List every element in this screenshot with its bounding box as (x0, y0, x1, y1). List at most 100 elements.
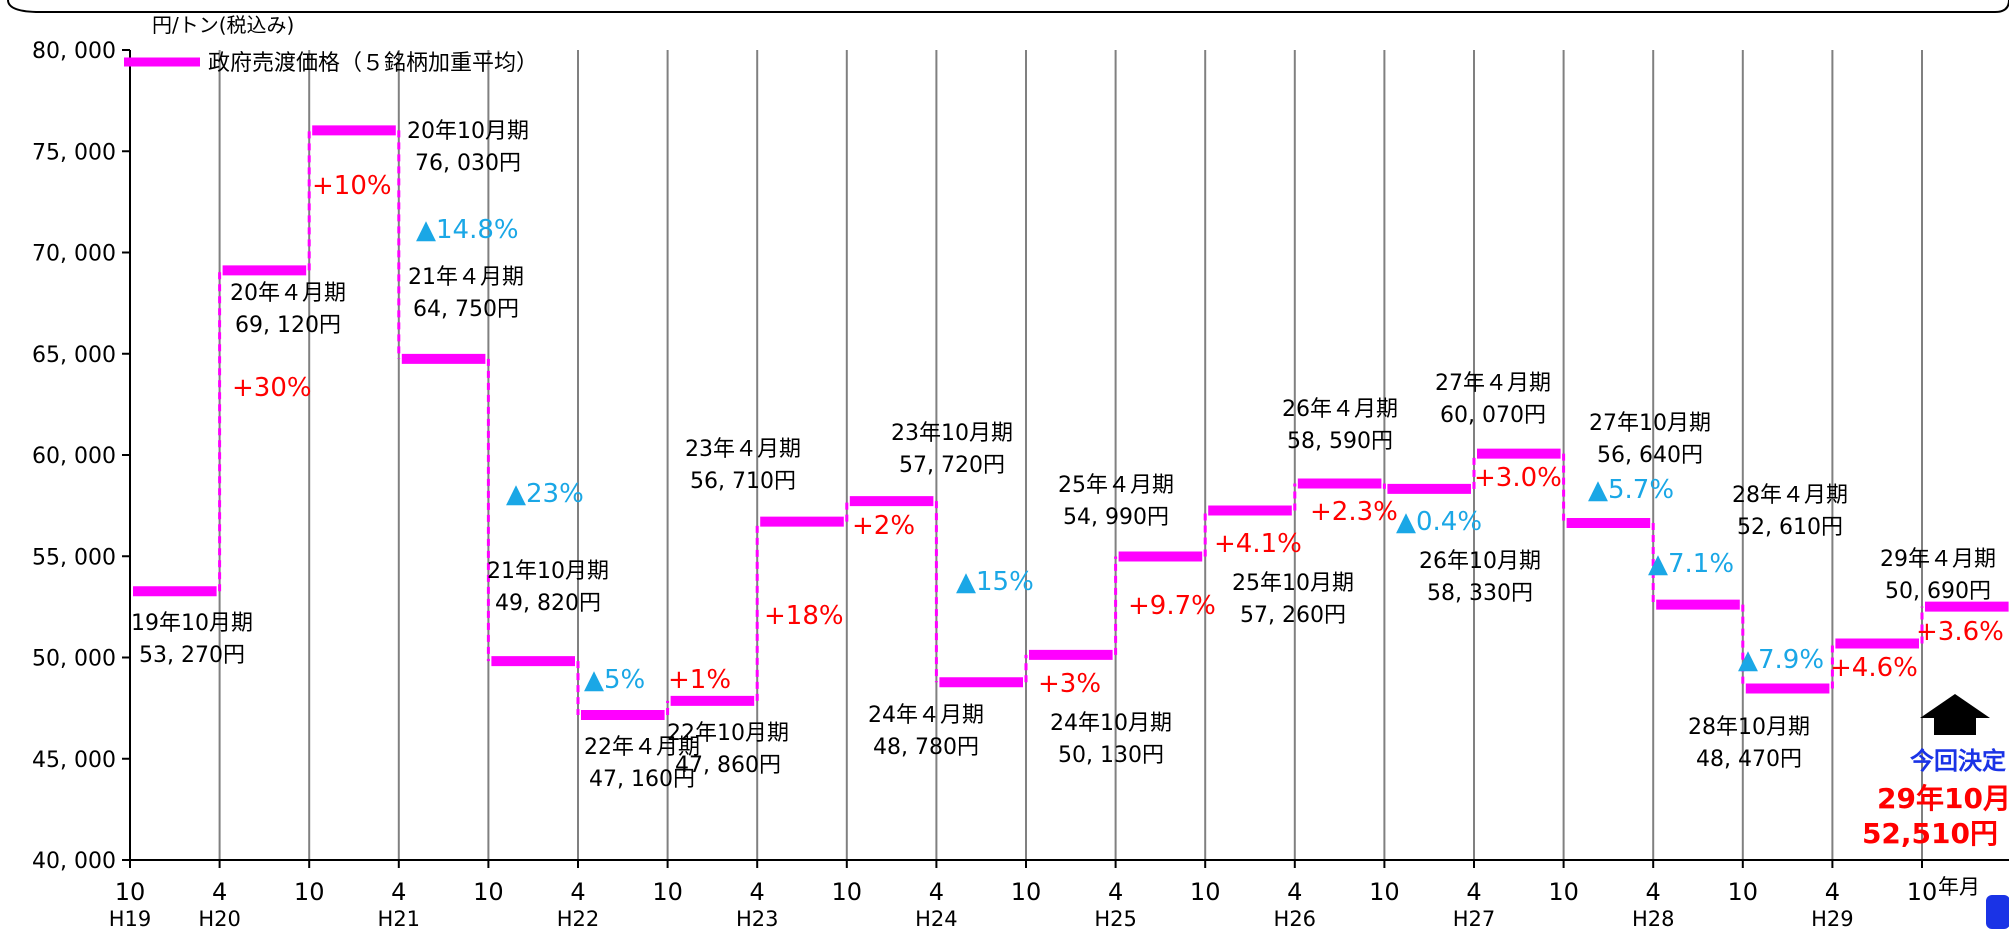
period-price: 48, 780円 (873, 735, 979, 760)
x-tick-label: 4 (1825, 878, 1840, 906)
change-label: +3% (1038, 669, 1101, 699)
y-tick-label: 50, 000 (32, 647, 116, 672)
x-tick-label: 4 (1108, 878, 1123, 906)
x-tick-label: 10 (652, 878, 683, 906)
change-label: +18% (764, 601, 844, 631)
x-tick-label: 10 (1907, 878, 1938, 906)
x-year-label: H25 (1094, 907, 1137, 929)
period-price: 54, 990円 (1063, 505, 1169, 530)
period-label: 20年４月期 (230, 281, 346, 306)
x-tick-label: 10 (832, 878, 863, 906)
period-price: 76, 030円 (415, 151, 521, 176)
period-label: 28年10月期 (1688, 715, 1810, 740)
unit-label: 円/トン(税込み) (152, 13, 294, 37)
period-price: 58, 330円 (1427, 581, 1533, 606)
period-label: 25年10月期 (1232, 571, 1354, 596)
period-price: 49, 820円 (495, 591, 601, 616)
x-tick-label: 10 (1369, 878, 1400, 906)
change-label: +9.7% (1128, 591, 1216, 621)
highlight-line2: 29年10月期 (1877, 782, 2009, 815)
period-label: 26年10月期 (1419, 549, 1541, 574)
price-series (133, 125, 2009, 721)
highlight-arrow-icon (1920, 694, 1990, 735)
period-price: 58, 590円 (1287, 429, 1393, 454)
change-label: +2.3% (1310, 497, 1398, 527)
period-label: 26年４月期 (1282, 397, 1398, 422)
y-tick-label: 45, 000 (32, 748, 116, 773)
highlight-line1: 今回決定 (1910, 747, 2006, 775)
change-label: +2% (852, 511, 915, 541)
x-year-label: H22 (557, 907, 600, 929)
period-label: 21年10月期 (487, 559, 609, 584)
y-axis-ticks: 80, 000 75, 000 70, 000 65, 000 60, 000 55, 0… (32, 39, 130, 874)
frame-border (7, 0, 2009, 13)
change-label: ▲5.7% (1588, 475, 1674, 505)
y-tick-label: 55, 000 (32, 545, 116, 570)
x-year-label: H20 (198, 907, 241, 929)
period-label: 22年10月期 (667, 721, 789, 746)
change-labels: +30% +10% ▲14.8% ▲23% ▲5% +1% +18% +2% ▲15% +3% +9… (232, 171, 2004, 699)
period-label: 29年４月期 (1880, 547, 1996, 572)
period-price: 47, 160円 (589, 767, 695, 792)
x-year-label: H19 (109, 907, 152, 929)
x-axis-suffix: 年月 (1938, 875, 1980, 899)
x-year-label: H23 (736, 907, 779, 929)
period-label: 28年４月期 (1732, 483, 1848, 508)
change-label: ▲5% (584, 665, 645, 695)
y-tick-label: 80, 000 (32, 39, 116, 64)
x-tick-label: 4 (1287, 878, 1302, 906)
y-tick-label: 65, 000 (32, 343, 116, 368)
period-price: 56, 640円 (1597, 443, 1703, 468)
period-price: 50, 690円 (1885, 579, 1991, 604)
period-label: 27年10月期 (1589, 411, 1711, 436)
period-label: 24年４月期 (868, 703, 984, 728)
x-tick-label: 4 (212, 878, 227, 906)
x-tick-label: 10 (115, 878, 146, 906)
change-label: +30% (232, 373, 312, 403)
period-price: 56, 710円 (690, 469, 796, 494)
y-tick-label: 40, 000 (32, 849, 116, 874)
x-tick-label: 10 (1548, 878, 1579, 906)
period-labels: 19年10月期 53, 270円 20年４月期 69, 120円 20年10月期 76, … (131, 119, 1996, 792)
period-price: 50, 130円 (1058, 743, 1164, 768)
x-year-label: H27 (1453, 907, 1496, 929)
change-label: +4.6% (1830, 653, 1918, 683)
x-tick-label: 4 (929, 878, 944, 906)
change-label: +3.6% (1916, 617, 2004, 647)
x-tick-label: 4 (570, 878, 585, 906)
period-label: 27年４月期 (1435, 371, 1551, 396)
change-label: ▲0.4% (1396, 507, 1482, 537)
x-year-label: H29 (1811, 907, 1854, 929)
x-tick-label: 10 (473, 878, 504, 906)
x-year-label: H21 (378, 907, 421, 929)
x-tick-label: 4 (750, 878, 765, 906)
change-label: ▲23% (506, 479, 584, 509)
period-price: 64, 750円 (413, 297, 519, 322)
change-label: +4.1% (1214, 529, 1302, 559)
y-tick-label: 60, 000 (32, 444, 116, 469)
corner-badge (1986, 895, 2009, 929)
change-label: +10% (312, 171, 392, 201)
change-label: +3.0% (1474, 463, 1562, 493)
y-tick-label: 70, 000 (32, 242, 116, 267)
x-tick-label: 4 (1466, 878, 1481, 906)
period-price: 69, 120円 (235, 313, 341, 338)
period-price: 57, 720円 (899, 453, 1005, 478)
period-label: 23年４月期 (685, 437, 801, 462)
period-label: 19年10月期 (131, 611, 253, 636)
x-tick-label: 4 (1646, 878, 1661, 906)
period-label: 23年10月期 (891, 421, 1013, 446)
highlight-line3: 52,510円 (1862, 817, 1998, 850)
change-label: ▲14.8% (416, 215, 519, 245)
period-price: 52, 610円 (1737, 515, 1843, 540)
change-label: ▲15% (956, 567, 1034, 597)
legend: 政府売渡価格（５銘柄加重平均） (124, 51, 538, 76)
period-price: 60, 070円 (1440, 403, 1546, 428)
x-tick-label: 10 (1728, 878, 1759, 906)
period-price: 57, 260円 (1240, 603, 1346, 628)
change-label: ▲7.9% (1738, 645, 1824, 675)
period-price: 47, 860円 (675, 753, 781, 778)
period-label: 20年10月期 (407, 119, 529, 144)
